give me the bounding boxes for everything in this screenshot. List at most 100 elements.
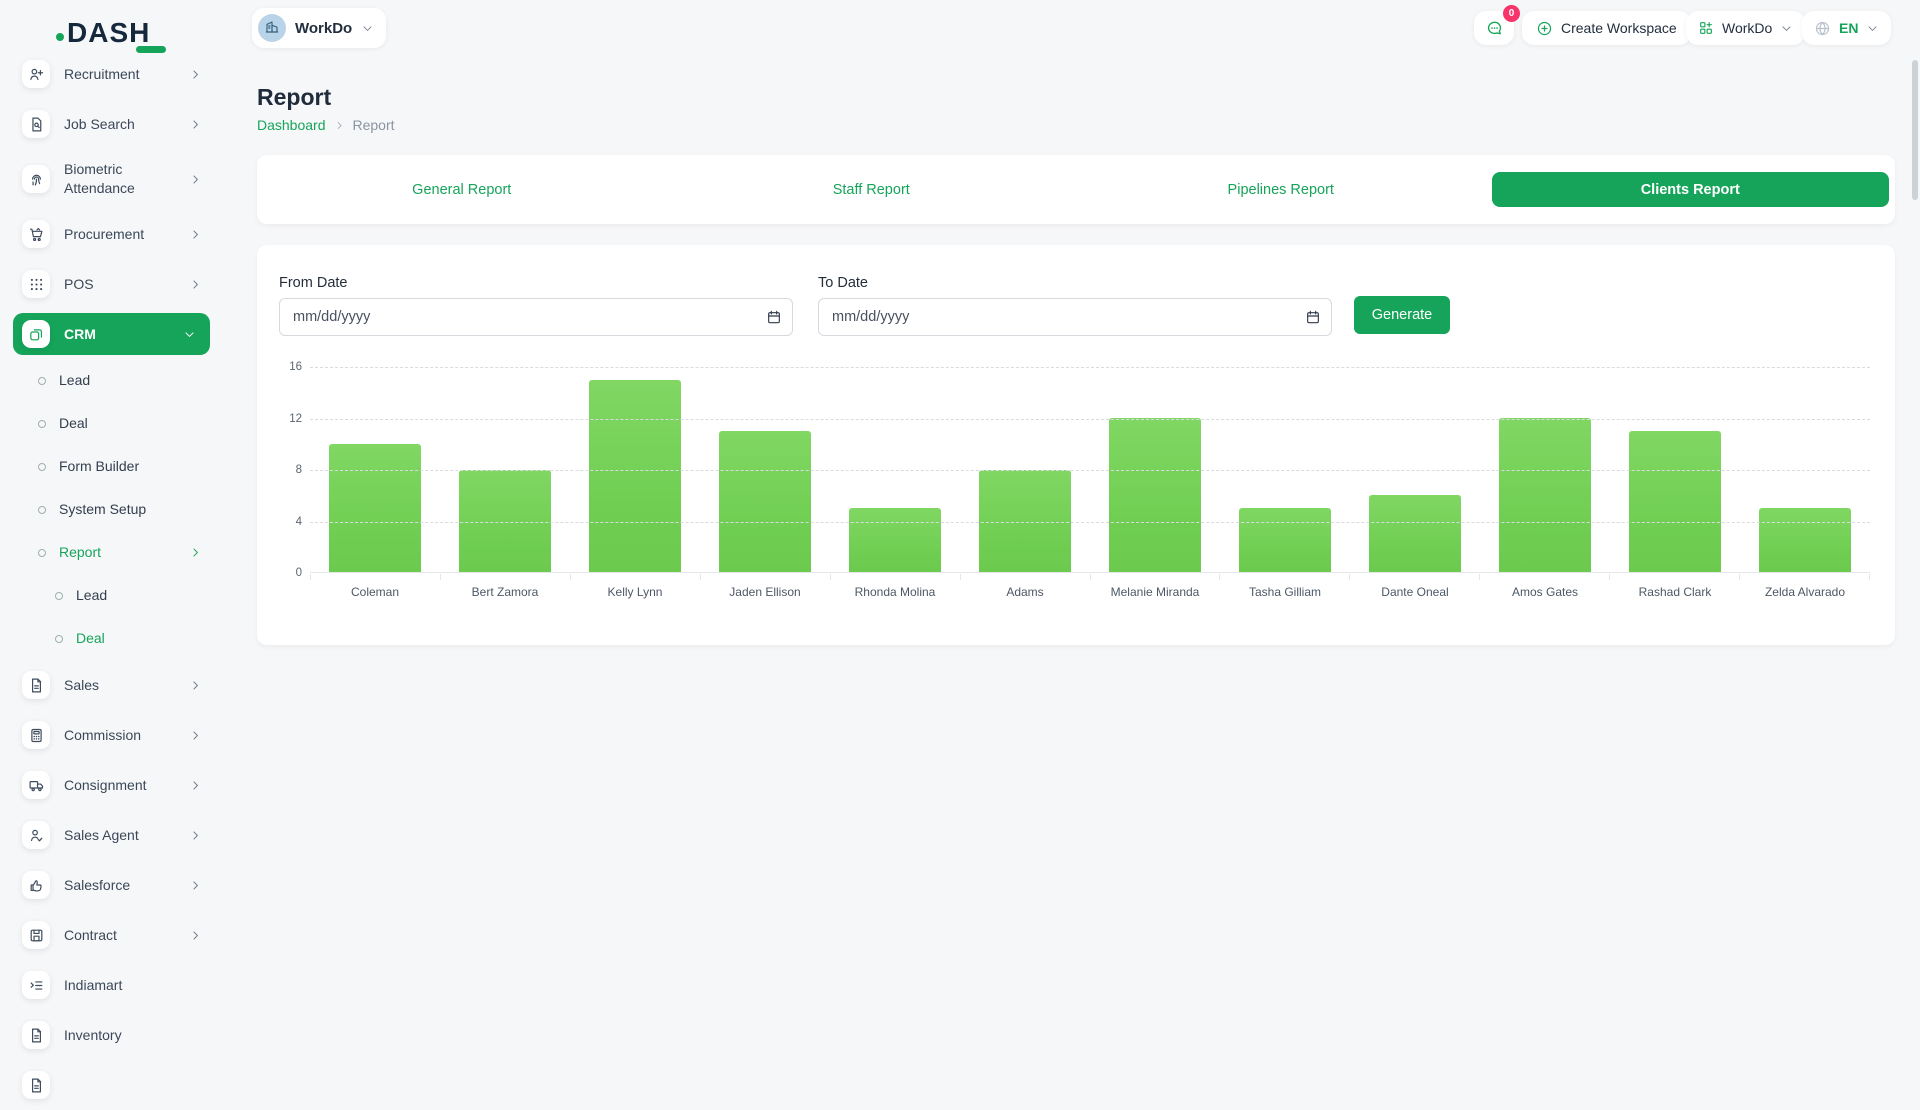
sidebar-item-label: Procurement — [64, 225, 145, 242]
chart-axis-tick — [1220, 574, 1351, 580]
sidebar-item-label: Lead — [59, 372, 91, 388]
chart-y-tick-label: 12 — [289, 412, 302, 425]
chevron-right-icon — [189, 779, 202, 792]
floppy-icon — [22, 921, 50, 949]
chart-axis-tick — [961, 574, 1091, 580]
workspace-label: WorkDo — [295, 19, 353, 37]
sidebar-item-report-deal[interactable]: Deal — [0, 617, 230, 660]
sidebar-item-label: Sales Agent — [64, 826, 139, 843]
sidebar-item-procurement[interactable]: Procurement — [0, 209, 230, 259]
tab-pipelines-report[interactable]: Pipelines Report — [1227, 181, 1334, 198]
chart-bar-slot — [830, 367, 960, 572]
chart-bar-coleman — [329, 443, 421, 572]
sidebar-item-label: Indiamart — [64, 976, 123, 993]
workdo-menu-label: WorkDo — [1722, 20, 1773, 36]
sidebar-item-salesforce[interactable]: Salesforce — [0, 860, 230, 910]
chart-x-tick-label: Adams — [1006, 585, 1044, 599]
chart-bar-bert-zamora — [459, 469, 551, 572]
chart-bar-jaden-ellison — [719, 431, 811, 572]
sidebar-item-report-lead[interactable]: Lead — [0, 574, 230, 617]
chart-bar-amos-gates — [1499, 418, 1591, 572]
chart-bar-melanie-miranda — [1109, 418, 1201, 572]
chevron-right-icon — [189, 729, 202, 742]
sidebar-item-system-setup[interactable]: System Setup — [0, 488, 230, 531]
chevron-right-icon — [189, 68, 202, 81]
from-date-field — [279, 298, 793, 336]
chart-axis-tick — [571, 574, 701, 580]
scrollbar-thumb[interactable] — [1912, 60, 1918, 200]
chevron-right-icon — [189, 118, 202, 131]
sidebar-item-report[interactable]: Report — [0, 531, 230, 574]
chart-bar-slot — [1480, 367, 1610, 572]
chart-x-tick-label: Coleman — [350, 585, 400, 599]
sidebar-item-lead[interactable]: Lead — [0, 359, 230, 402]
breadcrumb: Dashboard Report — [257, 117, 395, 133]
sidebar-item-partial[interactable] — [0, 1060, 230, 1110]
sidebar-item-inventory[interactable]: Inventory — [0, 1010, 230, 1060]
app-logo[interactable]: DASH — [56, 16, 167, 53]
chevron-down-icon — [361, 22, 374, 35]
sidebar-item-label: Commission — [64, 726, 142, 743]
sidebar-item-label: Sales — [64, 676, 100, 693]
sidebar-item-recruitment[interactable]: Recruitment — [0, 49, 230, 99]
tab-general-report[interactable]: General Report — [412, 181, 512, 198]
language-selector[interactable]: EN — [1802, 11, 1892, 45]
plus-circle-icon — [1536, 20, 1553, 37]
sidebar-item-consignment[interactable]: Consignment — [0, 760, 230, 810]
create-workspace-label: Create Workspace — [1561, 20, 1677, 36]
messages-button[interactable]: 0 — [1474, 5, 1520, 45]
grid-dots-icon — [22, 270, 50, 298]
sidebar-item-label: Biometric Attendance — [64, 161, 135, 196]
sidebar-item-commission[interactable]: Commission — [0, 710, 230, 760]
generate-button[interactable]: Generate — [1354, 296, 1450, 334]
sidebar-item-label: Deal — [59, 415, 88, 431]
sidebar-item-deal[interactable]: Deal — [0, 402, 230, 445]
sidebar-item-pos[interactable]: POS — [0, 259, 230, 309]
sidebar-item-job-search[interactable]: Job Search — [0, 99, 230, 149]
clients-report-chart: 16 12 8 4 0 Coleman Bert Zamora Kelly Lynn Jade… — [257, 357, 1895, 617]
chevron-down-icon — [183, 328, 196, 341]
chart-x-tick-label: Bert Zamora — [471, 585, 539, 599]
sidebar-item-form-builder[interactable]: Form Builder — [0, 445, 230, 488]
sidebar-item-indiamart[interactable]: Indiamart — [0, 960, 230, 1010]
chart-bar-slot — [960, 367, 1090, 572]
chart-bar-slot — [1610, 367, 1740, 572]
workdo-menu-button[interactable]: WorkDo — [1686, 11, 1806, 45]
chevron-right-icon — [189, 929, 202, 942]
file-icon — [22, 671, 50, 699]
overlap-squares-icon — [22, 320, 50, 348]
chart-axis-tick — [701, 574, 831, 580]
chart-bar-slot — [1740, 367, 1870, 572]
chart-x-tick-label: Rashad Clark — [1638, 585, 1712, 599]
chart-axis-ticks — [310, 574, 1871, 580]
truck-icon — [22, 771, 50, 799]
to-date-label: To Date — [818, 275, 868, 291]
to-date-input[interactable] — [818, 298, 1332, 336]
chart-bar-slot — [700, 367, 830, 572]
chart-x-tick-label: Rhonda Molina — [854, 585, 936, 599]
sidebar-item-sales[interactable]: Sales — [0, 660, 230, 710]
chart-axis-tick — [1740, 574, 1871, 580]
breadcrumb-dashboard-link[interactable]: Dashboard — [257, 117, 326, 133]
chart-plot-area — [310, 367, 1870, 573]
chart-x-tick-label: Tasha Gilliam — [1248, 585, 1322, 599]
sidebar-item-crm[interactable]: CRM — [13, 313, 210, 355]
circle-bullet-icon — [38, 419, 46, 428]
workspace-switcher[interactable]: WorkDo — [252, 8, 387, 48]
chart-axis-tick — [1610, 574, 1741, 580]
sidebar-item-label: Lead — [76, 587, 108, 603]
sidebar-item-sales-agent[interactable]: Sales Agent — [0, 810, 230, 860]
sidebar-item-contract[interactable]: Contract — [0, 910, 230, 960]
tab-clients-report[interactable]: Clients Report — [1491, 172, 1889, 207]
sidebar-item-biometric-attendance[interactable]: Biometric Attendance — [0, 149, 230, 209]
chart-x-tick-label: Melanie Miranda — [1110, 585, 1200, 599]
fingerprint-icon — [22, 165, 50, 193]
chart-axis-tick — [1480, 574, 1611, 580]
chart-bar-slot — [1350, 367, 1480, 572]
from-date-input[interactable] — [279, 298, 793, 336]
sidebar-item-label: Form Builder — [59, 458, 140, 474]
chart-gridline — [310, 418, 1870, 420]
tab-staff-report[interactable]: Staff Report — [832, 181, 910, 198]
create-workspace-button[interactable]: Create Workspace — [1522, 11, 1691, 45]
chevron-right-icon — [189, 278, 202, 291]
